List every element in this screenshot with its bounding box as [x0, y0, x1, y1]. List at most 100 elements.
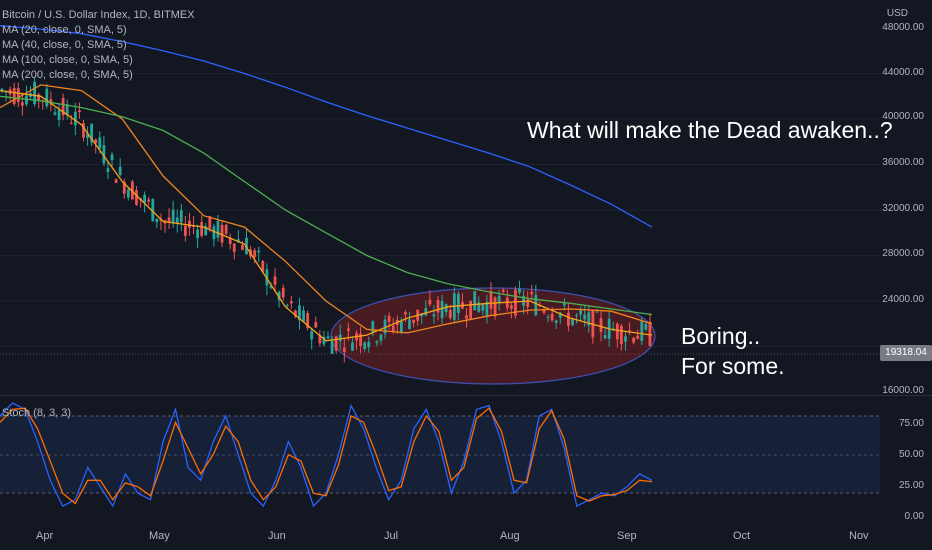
ma40-label[interactable]: MA (40, close, 0, SMA, 5)	[2, 39, 127, 51]
candle-body	[73, 111, 77, 126]
annotation-boring: Boring..	[681, 323, 761, 349]
candle-body	[273, 276, 277, 285]
candle-body	[440, 300, 444, 318]
candle-body	[294, 310, 297, 317]
candle-body	[575, 314, 578, 316]
range-ellipse	[330, 287, 656, 385]
candle-body	[514, 289, 517, 316]
candle-body	[534, 294, 538, 316]
candle-body	[485, 301, 489, 317]
stoch-label[interactable]: Stoch (8, 3, 3)	[2, 407, 72, 419]
x-tick: Aug	[500, 530, 520, 542]
candle-body	[69, 122, 73, 124]
ma100-line	[0, 95, 653, 316]
stoch-d-line	[0, 407, 653, 505]
ma100-label[interactable]: MA (100, close, 0, SMA, 5)	[2, 54, 133, 66]
candle-body	[45, 88, 49, 107]
candle-body	[220, 224, 224, 243]
candle-body	[302, 310, 305, 322]
candle-body	[509, 305, 513, 309]
candle-body	[216, 221, 220, 238]
candle-body	[175, 217, 179, 224]
candle-body	[257, 250, 261, 253]
candle-body	[94, 139, 98, 144]
y-tick: 32000.00	[882, 203, 924, 214]
stoch-y-tick: 50.00	[898, 449, 924, 460]
x-tick: Oct	[733, 530, 751, 542]
candle-body	[465, 315, 468, 319]
candle-body	[587, 312, 591, 326]
annotation-for-some: For some.	[681, 353, 785, 379]
y-tick: 36000.00	[882, 157, 924, 168]
candle-body	[391, 325, 395, 332]
pane-divider	[0, 395, 932, 396]
candle-body	[310, 331, 314, 340]
stoch-y-tick: 75.00	[898, 418, 924, 429]
candle-body	[20, 102, 24, 106]
candle-body	[25, 95, 28, 105]
candle-body	[126, 189, 130, 198]
candle-body	[135, 190, 138, 205]
x-tick: Jul	[384, 530, 399, 542]
candle-body	[118, 166, 122, 175]
currency-label: USD	[886, 8, 908, 19]
candle-body	[90, 123, 94, 143]
candle-body	[469, 300, 473, 319]
symbol-title[interactable]: Bitcoin / U.S. Dollar Index, 1D, BITMEX	[2, 9, 195, 21]
candle-body	[285, 304, 289, 306]
candle-body	[501, 289, 505, 292]
ma20-label[interactable]: MA (20, close, 0, SMA, 5)	[2, 24, 127, 36]
candle-body	[518, 288, 521, 293]
candle-body	[562, 302, 566, 306]
x-tick: Apr	[36, 530, 54, 542]
candle-body	[379, 334, 383, 341]
candle-body	[0, 88, 4, 91]
moving-averages	[0, 25, 653, 342]
candle-body	[558, 312, 562, 318]
y-tick: 48000.00	[882, 22, 924, 33]
candle-body	[98, 137, 102, 149]
candle-body	[322, 336, 326, 345]
candle-body	[236, 239, 240, 242]
candle-body	[412, 319, 415, 323]
candle-body	[375, 341, 379, 344]
ma200-label[interactable]: MA (200, close, 0, SMA, 5)	[2, 69, 133, 81]
candle-body	[546, 316, 550, 318]
candle-body	[489, 291, 493, 309]
candle-body	[188, 220, 191, 228]
candle-body	[253, 250, 257, 257]
candle-body	[232, 243, 236, 252]
candle-body	[542, 309, 546, 313]
candle-body	[554, 320, 558, 323]
candle-body	[326, 336, 330, 339]
candle-body	[171, 209, 175, 224]
candle-body	[644, 323, 648, 330]
candle-body	[648, 321, 652, 346]
candle-body	[448, 309, 452, 318]
candle-body	[204, 226, 208, 236]
candle-body	[102, 145, 106, 164]
last-price-tag: 19318.04	[880, 345, 932, 361]
candle-body	[208, 216, 212, 229]
ma20-line	[0, 89, 653, 342]
candle-body	[530, 291, 534, 295]
candle-body	[143, 194, 147, 203]
stoch-y-tick: 25.00	[898, 480, 924, 491]
y-tick: 24000.00	[882, 294, 924, 305]
candle-body	[583, 314, 587, 320]
candle-body	[338, 334, 342, 341]
candle-body	[241, 245, 244, 250]
candle-body	[404, 312, 407, 315]
candle-body	[636, 335, 640, 340]
candle-body	[82, 123, 85, 138]
candle-body	[16, 88, 20, 103]
candle-body	[383, 319, 387, 334]
candle-body	[110, 154, 114, 161]
candle-body	[228, 237, 232, 245]
candle-body	[196, 229, 199, 239]
candle-body	[550, 313, 554, 321]
stoch-y-tick: 0.00	[904, 511, 924, 522]
candle-body	[106, 168, 110, 172]
x-tick: Sep	[617, 530, 637, 542]
